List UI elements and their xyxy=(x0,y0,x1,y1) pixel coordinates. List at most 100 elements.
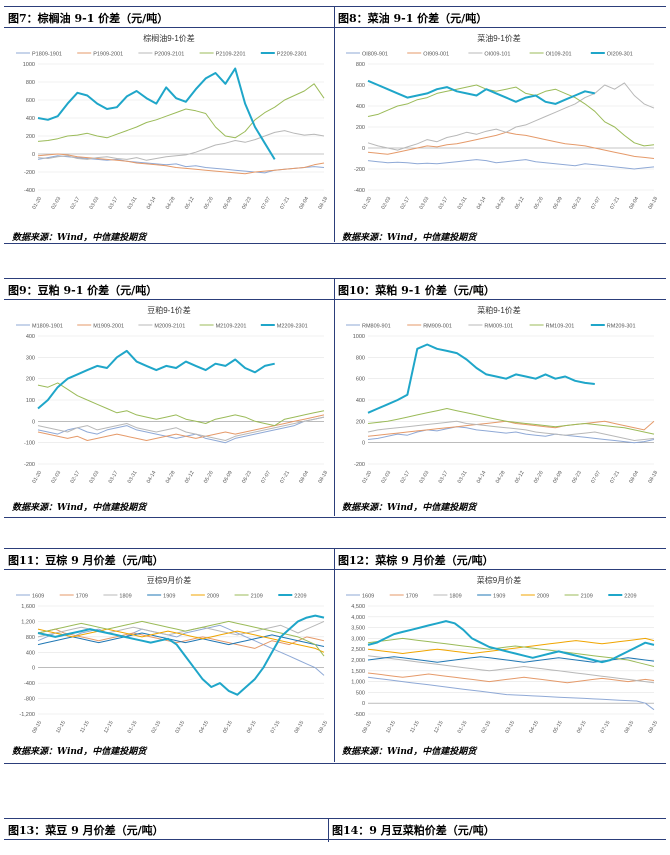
x-tick-label: 05-12 xyxy=(514,470,526,485)
y-tick-label: 4,000 xyxy=(351,615,365,621)
x-tick-label: 01-20 xyxy=(31,196,43,211)
y-tick-label: 1,500 xyxy=(351,669,365,675)
series-line-1609 xyxy=(37,624,325,676)
figure-9-panel: 图9：豆粕 9-1 价差（元/吨） 豆粕9-1价差 M1809-1901 M1909… xyxy=(4,278,334,518)
x-tick-label: 03-03 xyxy=(419,470,431,485)
x-tick-label: 05-15 xyxy=(552,720,564,735)
y-tick-label: 400 xyxy=(26,650,35,656)
x-tick-label: 02-03 xyxy=(380,470,392,485)
x-tick-label: 05-26 xyxy=(533,196,545,211)
y-tick-label: -200 xyxy=(354,462,365,468)
legend-label: 1609 xyxy=(32,594,44,600)
y-tick-label: 2,000 xyxy=(351,658,365,664)
x-tick-label: 09-15 xyxy=(647,720,659,735)
y-tick-label: 600 xyxy=(356,377,365,383)
y-tick-label: 800 xyxy=(26,635,35,641)
x-tick-label: 02-03 xyxy=(380,196,392,211)
y-tick-label: 0 xyxy=(362,441,365,447)
x-tick-label: 07-07 xyxy=(260,196,272,211)
x-tick-label: 08-04 xyxy=(298,470,310,485)
y-tick-label: 400 xyxy=(356,398,365,404)
x-tick-label: 11-15 xyxy=(79,720,91,734)
legend-label: 2209 xyxy=(624,594,636,600)
legend-label: 2009 xyxy=(207,594,219,600)
x-tick-label: 05-12 xyxy=(184,196,196,211)
y-tick-label: -400 xyxy=(24,681,35,687)
x-tick-label: 08-18 xyxy=(647,470,659,485)
y-tick-label: -400 xyxy=(24,188,35,194)
figure-8-source: 数据来源：Wind，中信建投期货 xyxy=(342,233,477,243)
y-tick-label: -200 xyxy=(24,170,35,176)
series-line-1809 xyxy=(37,620,325,638)
x-tick-label: 04-28 xyxy=(165,470,177,485)
series-line-M2009-2101 xyxy=(37,416,325,441)
x-tick-label: 10-15 xyxy=(385,720,397,735)
x-tick-label: 03-17 xyxy=(108,470,120,485)
x-tick-label: 02-15 xyxy=(481,720,493,735)
series-line-M2109-2201 xyxy=(37,382,325,427)
x-tick-label: 03-31 xyxy=(127,470,139,485)
x-tick-label: 07-15 xyxy=(600,720,612,735)
x-tick-label: 05-12 xyxy=(514,196,526,211)
x-tick-label: 09-15 xyxy=(31,720,43,735)
x-tick-label: 03-17 xyxy=(438,470,450,485)
y-tick-label: 400 xyxy=(356,104,365,110)
figure-12-header: 图12：菜棕 9 月价差（元/吨） xyxy=(334,548,666,570)
y-tick-label: 800 xyxy=(26,80,35,86)
x-tick-label: 07-07 xyxy=(260,470,272,485)
x-tick-label: 02-17 xyxy=(69,470,81,485)
figure-11-panel: 图11：豆棕 9 月价差（元/吨） 豆棕9月价差 1609 1709 1809 1909… xyxy=(4,548,334,764)
legend-label: RM209-301 xyxy=(607,324,636,330)
x-tick-label: 02-03 xyxy=(50,196,62,211)
figure-7-header: 图7：棕榈油 9-1 价差（元/吨） xyxy=(4,6,334,28)
x-tick-label: 01-20 xyxy=(31,470,43,485)
figure-11-title: 图11：豆棕 9 月价差（元/吨） xyxy=(8,554,164,567)
y-tick-label: 200 xyxy=(26,134,35,140)
x-tick-label: 06-23 xyxy=(571,196,583,211)
figure-9-title: 图9：豆粕 9-1 价差（元/吨） xyxy=(8,284,158,297)
legend-label: 1609 xyxy=(362,594,374,600)
series-line-M1909-2001 xyxy=(37,414,325,441)
series-line-2009 xyxy=(37,628,325,653)
y-tick-label: -200 xyxy=(24,462,35,468)
legend-label: 2009 xyxy=(537,594,549,600)
legend-label: 1809 xyxy=(449,594,461,600)
x-tick-label: 12-15 xyxy=(433,720,445,735)
x-tick-label: 06-15 xyxy=(576,720,588,735)
y-tick-label: 0 xyxy=(32,152,35,158)
y-tick-label: 500 xyxy=(356,690,365,696)
y-tick-label: 600 xyxy=(26,98,35,104)
series-line-2209 xyxy=(37,614,325,696)
chart-title: 豆棕9月价差 xyxy=(147,575,191,585)
x-tick-label: 07-21 xyxy=(279,470,291,485)
x-tick-label: 07-07 xyxy=(590,470,602,485)
legend-label: 2109 xyxy=(581,594,593,600)
x-tick-label: 02-17 xyxy=(399,196,411,211)
figure-14-header: 图14：9 月豆菜粕价差（元/吨） xyxy=(328,818,666,840)
y-tick-label: 800 xyxy=(356,355,365,361)
legend-label: RM809-901 xyxy=(362,324,391,330)
figure-8-title: 图8：菜油 9-1 价差（元/吨） xyxy=(338,12,488,25)
y-tick-label: 200 xyxy=(26,377,35,383)
y-tick-label: 400 xyxy=(26,334,35,340)
legend-label: OI909-001 xyxy=(423,52,449,58)
x-tick-label: 12-15 xyxy=(103,720,115,735)
legend-label: RM009-101 xyxy=(484,324,513,330)
x-tick-label: 08-15 xyxy=(624,720,636,735)
series-line-RM809-901 xyxy=(367,426,655,444)
figure-14-panel: 图14：9 月豆菜粕价差（元/吨） xyxy=(328,818,666,842)
x-tick-label: 07-21 xyxy=(279,196,291,211)
figure-8-chart: 菜油9-1价差 OI809-901 OI909-001 OI009-101 OI109-… xyxy=(346,33,659,211)
y-tick-label: 3,500 xyxy=(351,626,365,632)
x-tick-label: 07-07 xyxy=(590,196,602,211)
series-line-2009 xyxy=(367,637,655,654)
y-tick-label: 2,500 xyxy=(351,647,365,653)
x-tick-label: 08-18 xyxy=(317,470,329,485)
y-tick-label: -200 xyxy=(354,167,365,173)
y-tick-label: 0 xyxy=(32,419,35,425)
x-tick-label: 04-14 xyxy=(476,470,488,485)
series-line-RM209-301 xyxy=(367,343,595,414)
x-tick-label: 06-23 xyxy=(241,196,253,211)
figure-9-header: 图9：豆粕 9-1 价差（元/吨） xyxy=(4,278,334,300)
